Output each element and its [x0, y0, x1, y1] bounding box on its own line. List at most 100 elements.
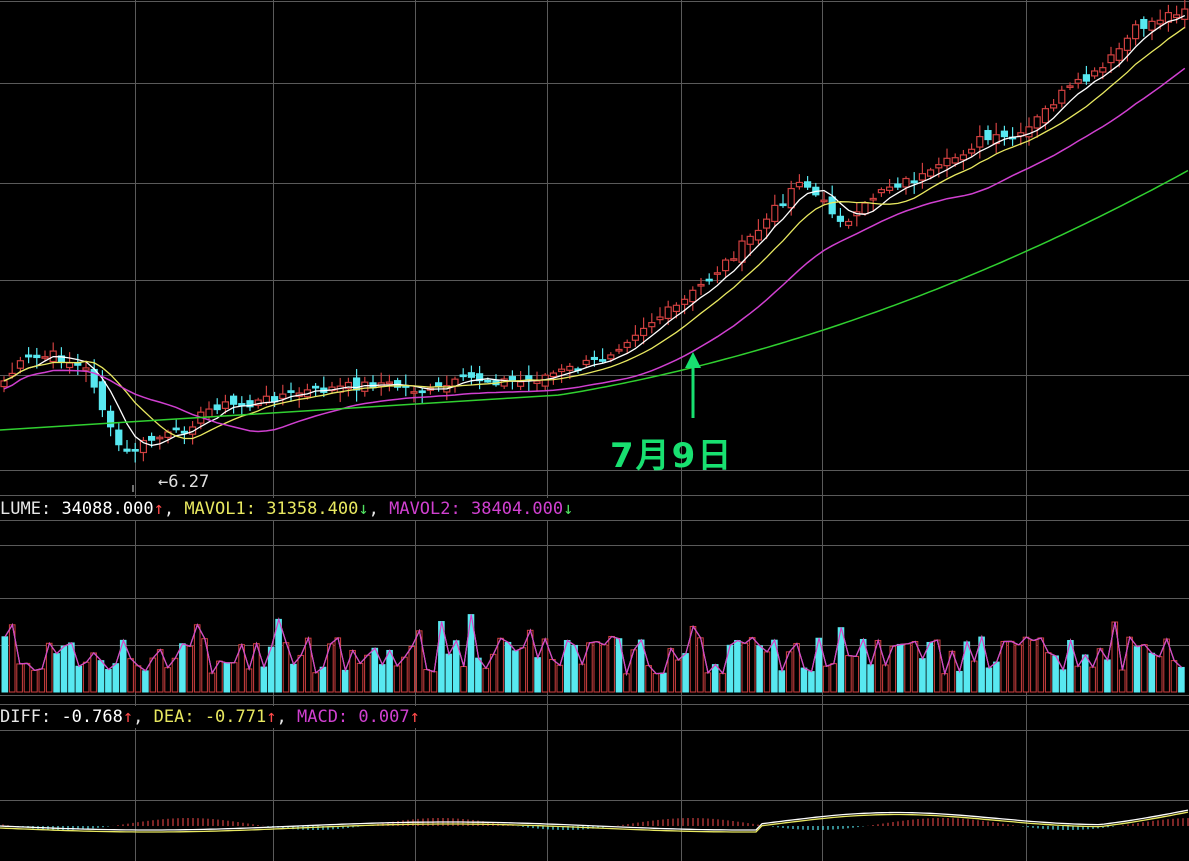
candle-body — [115, 429, 123, 446]
candle-body — [795, 181, 804, 188]
volume-bar — [23, 662, 31, 693]
candle-body — [287, 390, 295, 393]
candle-body — [894, 183, 902, 188]
candle-body — [238, 403, 246, 407]
volume-bar — [800, 667, 808, 693]
candle-body — [664, 306, 672, 320]
candle-body — [869, 197, 877, 201]
mavol2-line — [4, 614, 1183, 677]
macd-header: DIFF: -0.768↑, DEA: -0.771↑, MACD: 0.007… — [0, 706, 420, 728]
candle-body — [639, 327, 648, 337]
candle-body — [148, 435, 156, 441]
volume-bar — [230, 662, 238, 693]
candle-body — [648, 322, 656, 328]
candle-body — [1099, 67, 1107, 73]
volume-bar — [245, 668, 253, 693]
volume-bar — [378, 664, 386, 693]
candle-body — [65, 362, 74, 369]
candle-body — [918, 173, 927, 181]
volume-bar — [401, 656, 408, 693]
candle-body — [656, 316, 664, 321]
mavol2-arrow-down-icon: ↓ — [563, 499, 574, 519]
volume-bar — [290, 663, 297, 693]
candle-body — [910, 180, 918, 184]
candle-body — [1172, 14, 1181, 19]
volume-bar — [993, 661, 1000, 693]
candle-body — [803, 181, 812, 188]
dea-arrow-up-icon: ↑ — [266, 707, 277, 727]
candle-body — [828, 196, 836, 215]
candle-body — [1033, 116, 1041, 129]
volume-bar — [1170, 660, 1178, 693]
candle-body — [353, 377, 361, 391]
volume-bar — [578, 663, 586, 693]
candle-body — [516, 381, 525, 387]
candle-body — [762, 218, 771, 229]
volume-bar — [756, 645, 763, 693]
candle-body — [902, 177, 910, 188]
candle-body — [139, 439, 147, 454]
volume-bar — [164, 667, 171, 693]
candle-body — [484, 379, 492, 383]
candle-body — [98, 381, 107, 411]
volume-bar — [430, 671, 438, 693]
volume-header: LUME: 34088.000↑, MAVOL1: 31358.400↓, MA… — [0, 498, 574, 520]
candle-body — [41, 356, 49, 359]
volume-bar — [808, 671, 815, 693]
volume-bar — [919, 658, 926, 693]
candle-body — [885, 186, 894, 192]
candle-body — [1140, 18, 1148, 29]
volume-bar — [1118, 669, 1126, 693]
volume-bar — [504, 641, 512, 693]
candle-body — [771, 204, 779, 223]
volume-bar — [1030, 640, 1037, 693]
candle-body — [1090, 70, 1099, 77]
macd-arrow-up-icon: ↑ — [409, 707, 420, 727]
candle-body — [787, 187, 795, 209]
volume-bar — [704, 672, 712, 693]
volume-bar — [1178, 666, 1185, 693]
candle-body — [943, 157, 951, 167]
volume-bar — [1081, 654, 1089, 693]
volume-bar — [741, 642, 749, 693]
volume-bar — [778, 670, 786, 693]
candle-body — [607, 354, 615, 360]
volume-bar — [90, 652, 97, 693]
candle-body — [385, 381, 393, 385]
candle-body — [1107, 54, 1115, 64]
candle-body — [590, 356, 599, 360]
candle-body — [82, 367, 90, 371]
candle-body — [459, 374, 467, 378]
volume-bar — [482, 667, 490, 693]
volume-bar — [282, 642, 290, 693]
macd-value: 0.007 — [358, 707, 410, 727]
volume-bar — [53, 653, 60, 693]
volume-bar — [142, 670, 149, 693]
candle-body — [221, 401, 229, 409]
diff-arrow-up-icon: ↑ — [122, 707, 134, 727]
volume-bar — [682, 653, 689, 693]
candle-body — [1041, 108, 1050, 124]
volume-bar — [1, 636, 9, 693]
volume-bar — [867, 664, 874, 693]
candle-body — [935, 164, 943, 169]
candle-body — [525, 375, 533, 380]
candle-body — [246, 400, 254, 408]
candle-body — [623, 341, 631, 349]
volume-bar — [312, 672, 319, 693]
volume-bar — [460, 666, 467, 693]
candle-body — [566, 365, 574, 371]
volume-bar — [364, 654, 371, 693]
volume-bar — [31, 669, 38, 693]
volume-bar — [970, 660, 978, 693]
volume-bar — [445, 653, 453, 693]
volume-bar — [571, 644, 578, 693]
volume-bar — [660, 672, 667, 693]
mavol1-label: MAVOL1: — [184, 499, 256, 519]
candle-body — [230, 395, 238, 405]
volume-bar — [297, 654, 305, 693]
volume-bar — [134, 665, 142, 693]
volume-bar — [371, 647, 379, 693]
ma20-line — [3, 67, 1186, 433]
